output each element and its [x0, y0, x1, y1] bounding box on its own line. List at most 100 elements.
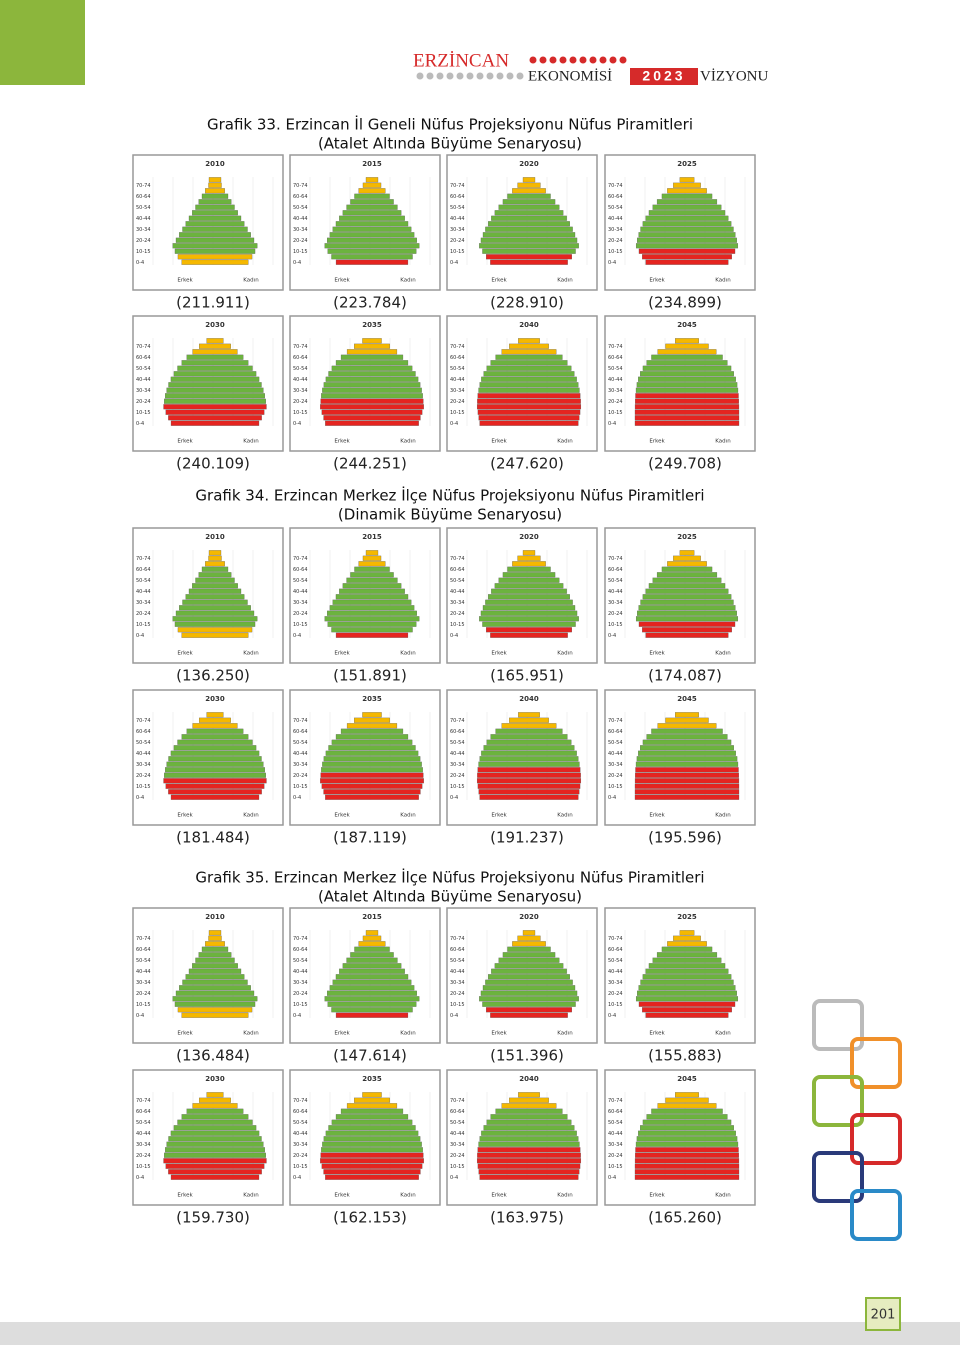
age-label: 60-64: [450, 355, 465, 361]
pyramid-bar: [479, 794, 579, 800]
age-label: 20-24: [608, 1153, 623, 1159]
pyramid-bar: [339, 588, 405, 594]
age-label: 70-74: [136, 556, 151, 562]
age-label: 50-54: [293, 1120, 308, 1126]
age-label: 60-64: [450, 729, 465, 735]
male-label: Erkek: [334, 278, 350, 284]
age-label: 50-54: [293, 958, 308, 964]
pyramid-thumb: 2025 0-4 10-15 20-24 30-34 40-44 50-54 60-64 70-…: [604, 907, 756, 1044]
pyramid-bar: [170, 794, 260, 800]
pyramid-bar: [637, 990, 737, 996]
female-label: Kadın: [715, 1031, 731, 1037]
pyramid-bar: [636, 1136, 738, 1142]
pyramid-bar: [481, 1130, 577, 1136]
pyramid-bar: [482, 621, 576, 627]
pyramid-year: 2015: [362, 913, 382, 921]
pyramid-bar: [320, 404, 424, 410]
pyramid-bar: [522, 550, 536, 556]
pyramid-bar: [331, 1119, 413, 1125]
age-label: 60-64: [136, 947, 151, 953]
pyramid-bar: [477, 1152, 581, 1158]
pyramid-bar: [667, 561, 707, 567]
pyramid-bar: [646, 734, 728, 740]
age-label: 70-74: [293, 1098, 308, 1104]
pyramid-bar: [675, 712, 699, 718]
pyramid-bar: [188, 215, 242, 221]
pyramid-bar: [201, 566, 229, 572]
pyramid-bar: [502, 199, 556, 205]
age-label: 50-54: [293, 205, 308, 211]
pyramid-bar: [186, 728, 244, 734]
age-label: 40-44: [450, 216, 465, 222]
population-label: (234.899): [648, 294, 722, 312]
pyramid-bar: [635, 393, 739, 399]
pyramid-year: 2035: [362, 321, 382, 329]
pyramid-bar: [208, 555, 222, 561]
pyramid-bar: [186, 1108, 244, 1114]
pyramid-thumb: 2035 0-4 10-15 20-24 30-34 40-44 50-54 60-64 70-…: [289, 315, 441, 452]
age-label: 10-15: [293, 249, 308, 255]
age-label: 10-15: [450, 410, 465, 416]
age-label: 40-44: [136, 377, 151, 383]
age-label: 0-4: [450, 795, 458, 801]
pyramid-bar: [175, 237, 255, 243]
pyramid-bar: [192, 583, 238, 589]
age-label: 30-34: [136, 762, 151, 768]
pyramid-bar: [477, 409, 581, 415]
pyramid-bar: [479, 1174, 579, 1180]
age-label: 20-24: [136, 1153, 151, 1159]
pyramid-bar: [494, 210, 564, 216]
pyramid-bar: [501, 349, 557, 355]
age-label: 70-74: [450, 718, 465, 724]
age-label: 20-24: [608, 611, 623, 617]
pyramid-bar: [657, 1103, 717, 1109]
age-label: 30-34: [608, 1142, 623, 1148]
pyramid-frame: [446, 527, 598, 664]
pyramid-bar: [665, 343, 709, 349]
pyramid-bar: [645, 968, 729, 974]
pyramid-bar: [198, 952, 232, 958]
age-label: 40-44: [136, 589, 151, 595]
pyramid-bar: [339, 215, 405, 221]
age-label: 50-54: [293, 366, 308, 372]
pyramid-bar: [481, 750, 577, 756]
pyramid-bar: [482, 985, 576, 991]
age-label: 30-34: [450, 227, 465, 233]
pyramid-bar: [673, 935, 701, 941]
pyramid-bar: [321, 767, 423, 773]
population-label: (151.891): [333, 667, 407, 685]
age-label: 50-54: [608, 1120, 623, 1126]
brand-dots-grey: [416, 72, 524, 80]
age-label: 50-54: [450, 1120, 465, 1126]
age-label: 20-24: [293, 773, 308, 779]
population-label: (165.260): [648, 1209, 722, 1227]
pyramid-bar: [354, 717, 390, 723]
pyramid-bar: [168, 756, 262, 762]
age-label: 70-74: [293, 556, 308, 562]
age-label: 70-74: [608, 936, 623, 942]
pyramid-bar: [365, 930, 379, 936]
pyramid-bar: [342, 583, 402, 589]
pyramid-bar: [335, 360, 409, 366]
pyramid-bar: [478, 1169, 580, 1175]
pyramid-bar: [656, 199, 718, 205]
female-label: Kadın: [400, 813, 416, 819]
pyramid-bar: [635, 767, 739, 773]
pyramid-bar: [346, 204, 398, 210]
pyramid-bar: [327, 1001, 417, 1007]
pyramid-bar: [637, 610, 737, 616]
age-label: 20-24: [136, 991, 151, 997]
pyramid-bar: [163, 1158, 267, 1164]
pyramid-bar: [635, 616, 739, 622]
age-label: 0-4: [136, 260, 144, 266]
age-label: 0-4: [293, 633, 301, 639]
age-label: 50-54: [450, 205, 465, 211]
pyramid-bar: [354, 566, 390, 572]
pyramid-bar: [322, 387, 422, 393]
pyramid-bar: [346, 723, 398, 729]
age-label: 0-4: [608, 795, 616, 801]
male-label: Erkek: [649, 278, 665, 284]
age-label: 40-44: [608, 969, 623, 975]
pyramid-bar: [325, 1130, 419, 1136]
age-label: 0-4: [293, 260, 301, 266]
